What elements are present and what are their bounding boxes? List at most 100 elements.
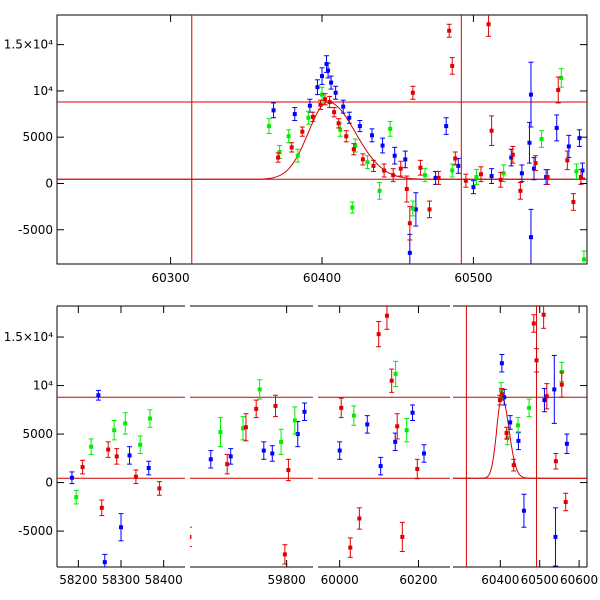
data-point <box>146 466 151 471</box>
data-point <box>320 92 324 97</box>
data-point <box>96 393 101 398</box>
data-point <box>306 115 311 120</box>
x-tick-label: 60000 <box>321 573 359 587</box>
x-tick-label: 60500 <box>521 573 559 587</box>
data-point <box>422 173 427 178</box>
y-tick-label: 0 <box>45 476 53 490</box>
data-point <box>571 199 576 204</box>
data-point <box>360 157 365 162</box>
data-point <box>326 68 331 73</box>
x-tick-label: 58300 <box>102 573 140 587</box>
data-point <box>273 403 278 408</box>
x-tick-label: 59800 <box>268 573 306 587</box>
data-point <box>527 140 532 145</box>
data-point <box>286 467 291 472</box>
data-point <box>499 388 504 393</box>
y-tick-label: -5000 <box>18 524 53 538</box>
data-point <box>392 153 397 158</box>
data-series <box>275 15 584 241</box>
data-point <box>531 321 536 326</box>
data-point <box>333 90 338 95</box>
data-point <box>286 134 291 139</box>
data-point <box>577 136 582 141</box>
data-point <box>69 475 74 480</box>
data-point <box>102 560 107 565</box>
data-point <box>505 435 510 440</box>
data-point <box>302 409 307 414</box>
data-point <box>112 428 117 433</box>
data-point <box>324 62 329 67</box>
data-point <box>528 92 533 97</box>
data-point <box>257 387 262 392</box>
data-point <box>320 74 324 79</box>
data-point <box>391 173 396 178</box>
axis-segment: 60400 60500 60600 <box>453 305 598 587</box>
data-point <box>332 110 337 115</box>
data-point <box>348 545 353 550</box>
data-point <box>80 465 85 470</box>
data-point <box>410 90 415 95</box>
data-point <box>380 143 385 148</box>
x-tick-label: 60500 <box>454 271 492 285</box>
data-point <box>528 235 533 240</box>
data-point <box>148 416 153 421</box>
data-point <box>479 172 483 177</box>
data-point <box>407 221 412 226</box>
data-point <box>498 177 503 182</box>
plot-area <box>57 389 185 567</box>
data-point <box>556 87 561 92</box>
data-point <box>404 428 409 433</box>
data-point <box>502 395 507 400</box>
plot-area <box>190 379 313 565</box>
data-point <box>344 134 349 139</box>
data-point <box>300 129 305 134</box>
data-point <box>509 155 514 160</box>
y-tick-label: 1.5×10⁴ <box>4 330 53 344</box>
data-point <box>504 431 509 436</box>
y-tick-label: 1.5×10⁴ <box>4 38 53 52</box>
x-tick-label: 60200 <box>399 573 437 587</box>
data-point <box>282 552 287 557</box>
data-point <box>114 454 119 459</box>
data-point <box>580 168 585 173</box>
data-point <box>270 451 275 456</box>
data-point <box>138 442 143 447</box>
data-point <box>413 207 418 212</box>
bottom-chart-panel: 58200 58300 58400 1.5×10⁴ 10⁴ 5000 0 -5000 59800… <box>4 305 598 587</box>
plot-area <box>453 306 587 567</box>
data-point <box>553 459 558 464</box>
data-point <box>295 153 300 158</box>
data-point <box>127 453 132 458</box>
data-point <box>243 425 248 430</box>
axis-segment: 60000 60200 <box>318 305 450 587</box>
data-point <box>564 441 569 446</box>
data-point <box>427 207 432 212</box>
data-point <box>552 387 557 392</box>
data-point <box>389 378 394 383</box>
data-point <box>410 206 415 211</box>
data-point <box>521 508 526 513</box>
plot-area <box>318 306 450 558</box>
data-point <box>365 422 370 427</box>
data-point <box>499 392 504 397</box>
data-point <box>510 152 515 157</box>
data-point <box>327 100 332 105</box>
data-point <box>444 124 449 129</box>
data-point <box>559 75 564 80</box>
data-point <box>404 187 409 192</box>
data-point <box>559 382 564 387</box>
data-point <box>474 174 479 179</box>
data-point <box>106 447 111 452</box>
data-point <box>581 257 586 262</box>
data-point <box>277 149 282 154</box>
data-point <box>542 398 547 403</box>
data-point <box>532 166 536 171</box>
data-point <box>378 464 383 469</box>
data-point <box>119 525 123 530</box>
data-point <box>369 133 374 138</box>
data-point <box>329 80 334 85</box>
data-point <box>407 250 412 255</box>
data-point <box>463 178 468 183</box>
data-point <box>338 127 343 132</box>
